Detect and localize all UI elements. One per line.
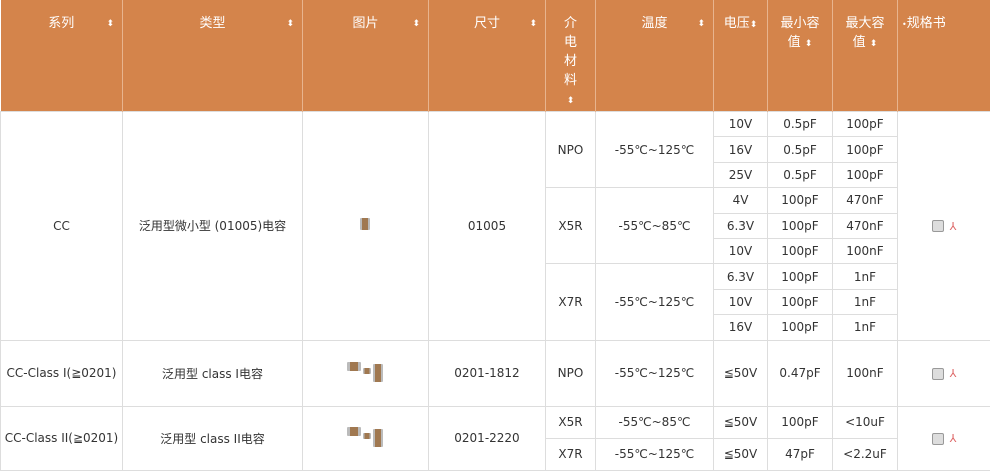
max-cap-cell: 100nF (833, 238, 898, 263)
col-voltage[interactable]: 电压⬍ (714, 0, 768, 112)
max-cap-cell: 100nF (833, 340, 898, 406)
max-cell: <10uF (833, 406, 898, 438)
sort-icon[interactable]: ⬍ (870, 39, 878, 49)
max-cap-cell: 1nF (833, 289, 898, 314)
max-cap-cell: 100pF (833, 112, 898, 137)
sort-icon[interactable]: ⬍ (567, 96, 575, 106)
min-cap-cell: 100pF (768, 289, 833, 314)
min-cap-cell: 0.5pF (768, 162, 833, 187)
col-temp[interactable]: 温度⬍ (596, 0, 714, 112)
col-max-cap[interactable]: 最大容值 ⬍ (833, 0, 898, 112)
voltage-cell: 25V (714, 162, 768, 187)
min-cap-cell: 100pF (768, 213, 833, 238)
sort-icon[interactable]: ⬍ (412, 15, 420, 34)
select-checkbox[interactable] (932, 220, 944, 232)
max-cap-cell: 100pF (833, 137, 898, 162)
pdf-icon[interactable]: ⅄ (950, 432, 957, 445)
sort-icon[interactable]: ⬍ (106, 15, 114, 34)
voltage-cell: ≦50V (714, 406, 768, 438)
datasheet-cell: ⅄ (898, 340, 990, 406)
voltage-cell: 6.3V (714, 213, 768, 238)
temp-cell: -55℃~125℃ (596, 264, 714, 340)
voltage-cell: 10V (714, 238, 768, 263)
dielectric-cell: NPO (546, 112, 596, 188)
max-cap-cell: 100pF (833, 162, 898, 187)
voltage-cell: ≦50V (714, 340, 768, 406)
datasheet-cell: ⅄ (898, 112, 990, 341)
sort-icon[interactable]: ⬍ (697, 15, 705, 34)
size-cell: 01005 (429, 112, 546, 341)
max-cap-cell: 470nF (833, 188, 898, 213)
col-series[interactable]: 系列⬍ (1, 0, 123, 112)
min-cap-cell: 100pF (768, 315, 833, 340)
temp-cell: -55℃~125℃ (596, 340, 714, 406)
size-cell: 0201-1812 (429, 340, 546, 406)
max-cap-cell: 470nF (833, 213, 898, 238)
col-datasheet[interactable]: •规格书 (898, 0, 990, 112)
type-cell: 泛用型 class I电容 (123, 340, 303, 406)
col-size[interactable]: 尺寸⬍ (429, 0, 546, 112)
voltage-cell: 16V (714, 137, 768, 162)
dielectric-cell: NPO (546, 340, 596, 406)
voltage-cell: 4V (714, 188, 768, 213)
capacitor-image (343, 358, 389, 386)
temp-cell: -55℃~85℃ (596, 188, 714, 264)
min-cell: 47pF (768, 438, 833, 470)
series-cell: CC (1, 112, 123, 341)
min-cap-cell: 100pF (768, 238, 833, 263)
col-min-cap[interactable]: 最小容值 ⬍ (768, 0, 833, 112)
dielectric-cell: X5R (546, 406, 596, 438)
select-checkbox[interactable] (932, 433, 944, 445)
voltage-cell: 16V (714, 315, 768, 340)
min-cap-cell: 0.5pF (768, 112, 833, 137)
type-cell: 泛用型微小型 (01005)电容 (123, 112, 303, 341)
image-cell (303, 112, 429, 341)
type-cell: 泛用型 class II电容 (123, 406, 303, 470)
temp-cell: -55℃~125℃ (596, 112, 714, 188)
min-cap-cell: 0.5pF (768, 137, 833, 162)
series-cell: CC-Class I(≧0201) (1, 340, 123, 406)
min-cap-cell: 100pF (768, 188, 833, 213)
sort-icon[interactable]: ⬍ (286, 15, 294, 34)
header-row: 系列⬍ 类型⬍ 图片⬍ 尺寸⬍ 介电材料⬍ 温度⬍ 电压⬍ 最小容值 ⬍ 最大容… (1, 0, 990, 112)
image-cell (303, 406, 429, 470)
size-cell: 0201-2220 (429, 406, 546, 470)
capacitor-image (343, 423, 389, 451)
dielectric-cell: X7R (546, 438, 596, 470)
min-cell: 100pF (768, 406, 833, 438)
voltage-cell: 6.3V (714, 264, 768, 289)
voltage-cell: 10V (714, 289, 768, 314)
capacitor-image (356, 210, 376, 238)
pdf-icon[interactable]: ⅄ (950, 220, 957, 233)
min-cap-cell: 100pF (768, 264, 833, 289)
pdf-icon[interactable]: ⅄ (950, 367, 957, 380)
col-image[interactable]: 图片⬍ (303, 0, 429, 112)
max-cap-cell: 1nF (833, 264, 898, 289)
sort-icon[interactable]: ⬍ (805, 39, 813, 49)
dielectric-cell: X5R (546, 188, 596, 264)
max-cell: <2.2uF (833, 438, 898, 470)
sort-icon[interactable]: ⬍ (529, 15, 537, 34)
temp-cell: -55℃~125℃ (596, 438, 714, 470)
series-cell: CC-Class II(≧0201) (1, 406, 123, 470)
datasheet-cell: ⅄ (898, 406, 990, 470)
temp-cell: -55℃~85℃ (596, 406, 714, 438)
col-dielectric[interactable]: 介电材料⬍ (546, 0, 596, 112)
min-cap-cell: 0.47pF (768, 340, 833, 406)
voltage-cell: ≦50V (714, 438, 768, 470)
max-cap-cell: 1nF (833, 315, 898, 340)
voltage-cell: 10V (714, 112, 768, 137)
select-checkbox[interactable] (932, 368, 944, 380)
sort-icon[interactable]: ⬍ (750, 20, 758, 30)
image-cell (303, 340, 429, 406)
col-type[interactable]: 类型⬍ (123, 0, 303, 112)
dielectric-cell: X7R (546, 264, 596, 340)
